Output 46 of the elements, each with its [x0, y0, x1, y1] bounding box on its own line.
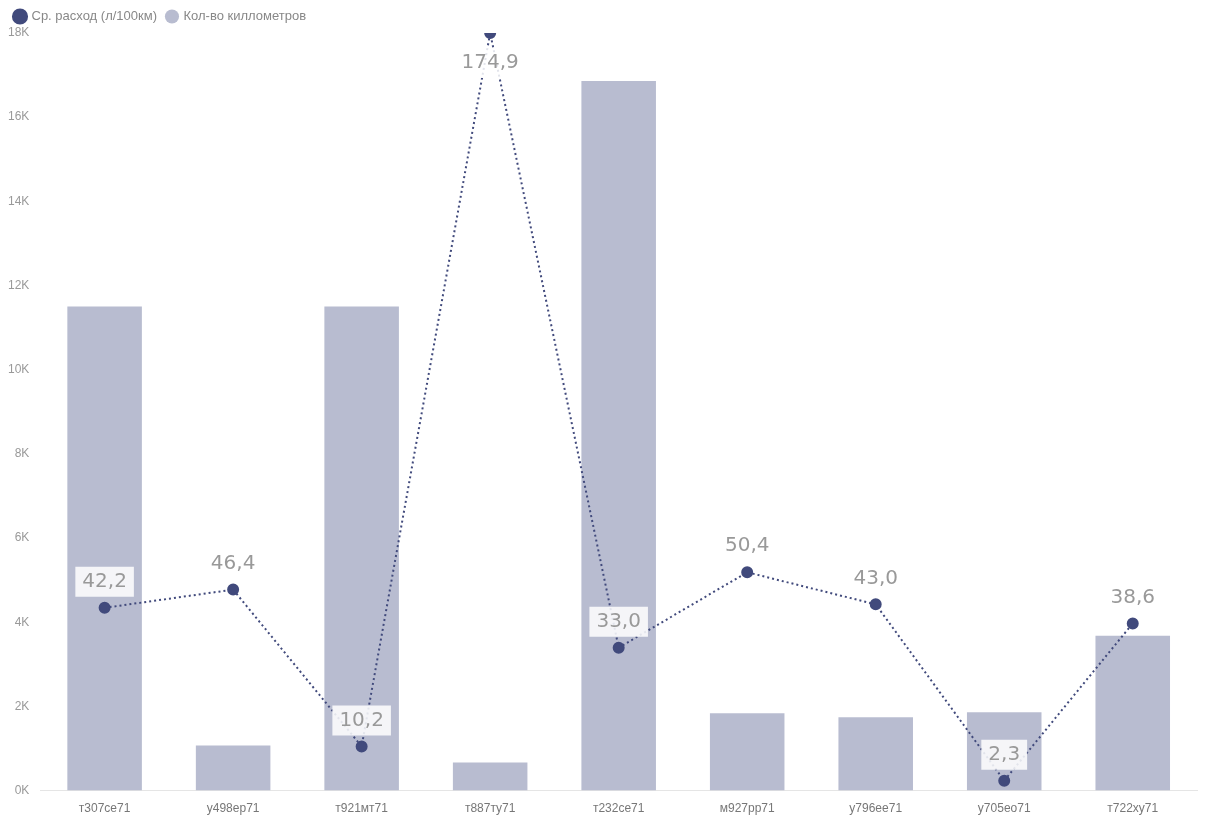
- data-label: 50,4: [724, 532, 770, 557]
- x-tick-label: у498ер71: [206, 801, 260, 816]
- point: [998, 774, 1011, 787]
- data-label: 174,9: [461, 49, 519, 74]
- bar: [324, 306, 399, 791]
- point: [98, 601, 111, 614]
- point: [869, 598, 882, 611]
- x-tick-label: у796ее71: [849, 801, 903, 816]
- x-tick-label: т887ту71: [464, 801, 516, 816]
- bar: [1095, 635, 1171, 791]
- point: [1126, 617, 1139, 630]
- point: [355, 740, 368, 753]
- y-tick-label: 8K: [14, 446, 30, 461]
- y-tick-label: 10K: [7, 362, 30, 377]
- y-tick-label: 4K: [14, 614, 30, 629]
- legend-label: Кол-во киллометров: [183, 8, 307, 24]
- x-tick-label: т232се71: [592, 801, 645, 816]
- x-tick-label: т722ху71: [1107, 801, 1159, 816]
- point: [612, 641, 625, 654]
- legend-label: Ср. расход (л/100км): [31, 8, 157, 24]
- x-tick-label: м927рр71: [719, 801, 775, 816]
- y-tick-label: 14K: [7, 193, 30, 208]
- y-tick-label: 16K: [7, 109, 30, 124]
- x-tick-label: т307се71: [78, 801, 131, 816]
- point: [227, 583, 240, 596]
- bar: [838, 717, 913, 791]
- data-label: 33,0: [596, 607, 641, 632]
- bar: [67, 306, 142, 791]
- data-label: 42,2: [82, 568, 127, 593]
- y-tick-label: 2K: [14, 698, 30, 713]
- y-tick-label: 12K: [7, 277, 30, 292]
- data-label: 10,2: [339, 706, 384, 731]
- bar: [452, 762, 528, 791]
- data-label: 2,3: [988, 740, 1021, 765]
- bar: [581, 80, 656, 791]
- point: [741, 566, 754, 579]
- y-tick-label: 0K: [14, 782, 30, 797]
- data-label: 46,4: [210, 549, 256, 574]
- x-tick-label: у705ео71: [977, 801, 1031, 816]
- bar: [195, 745, 271, 791]
- bar: [709, 713, 785, 791]
- y-tick-label: 6K: [14, 530, 30, 545]
- data-label: 43,0: [853, 564, 898, 589]
- data-label: 38,6: [1110, 583, 1156, 608]
- y-tick-label: 18K: [7, 25, 30, 40]
- x-tick-label: т921мт71: [335, 801, 389, 816]
